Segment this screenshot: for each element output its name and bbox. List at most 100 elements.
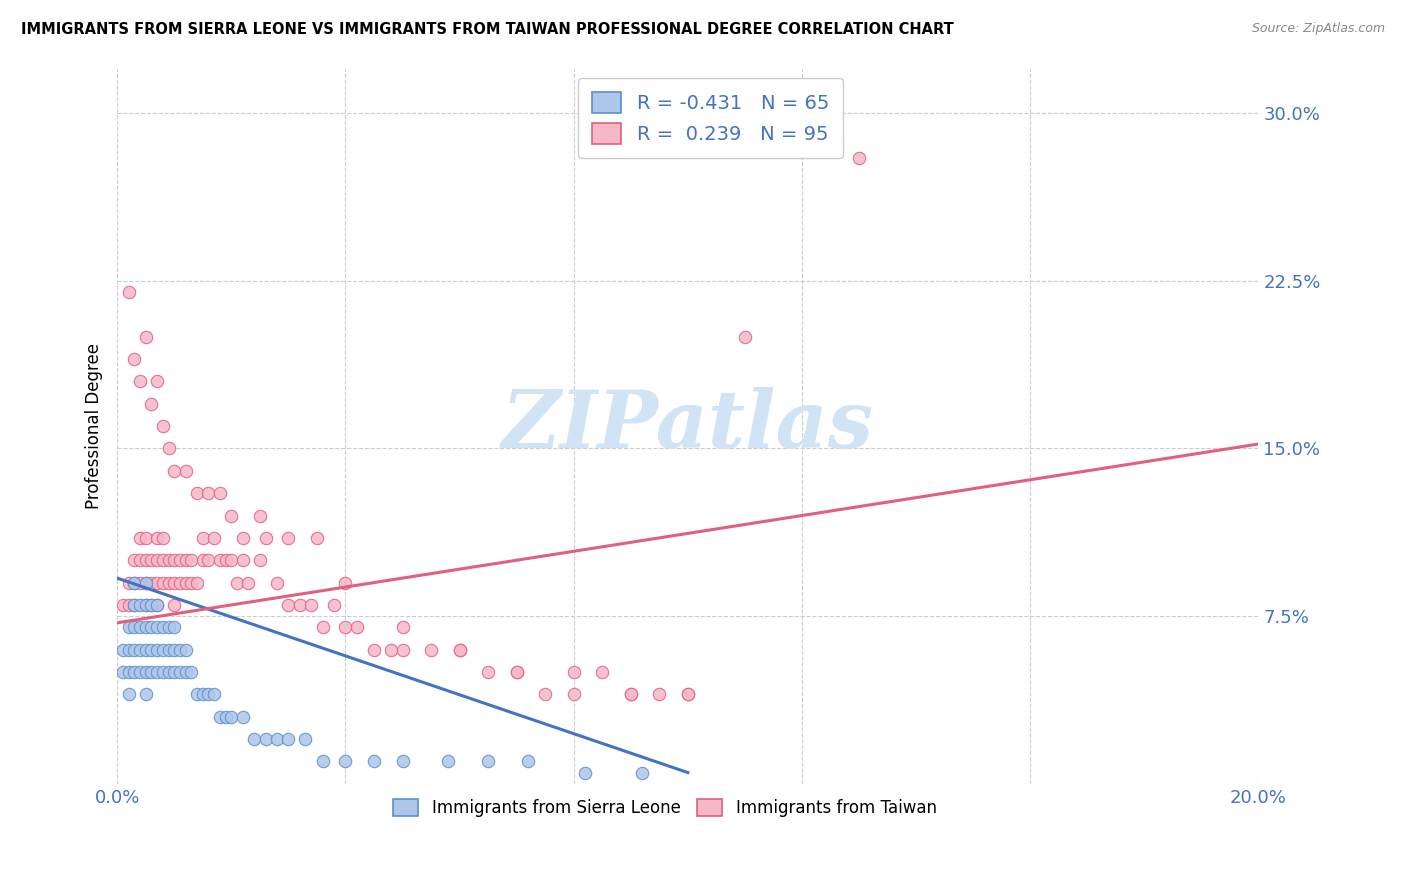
Point [141,575,163,590]
Point [129,575,152,590]
Point [477,665,499,679]
Point [124,352,146,367]
Point [391,755,413,769]
Point [152,575,174,590]
Point [129,375,152,389]
Point [505,665,527,679]
Point [141,553,163,567]
Point [391,620,413,634]
Point [117,687,139,701]
Point [117,620,139,634]
Point [124,598,146,612]
Point [186,687,208,701]
Point [129,642,152,657]
Point [135,598,157,612]
Point [124,575,146,590]
Point [111,598,134,612]
Point [294,732,316,747]
Point [174,575,197,590]
Point [135,553,157,567]
Point [152,531,174,545]
Legend: Immigrants from Sierra Leone, Immigrants from Taiwan: Immigrants from Sierra Leone, Immigrants… [385,790,945,825]
Point [208,486,231,500]
Point [243,732,266,747]
Point [135,598,157,612]
Point [197,553,219,567]
Point [335,755,357,769]
Point [221,553,243,567]
Point [163,665,186,679]
Point [363,642,385,657]
Point [391,642,413,657]
Point [141,642,163,657]
Point [146,665,169,679]
Point [311,755,333,769]
Point [202,687,225,701]
Point [174,642,197,657]
Point [152,642,174,657]
Point [335,575,357,590]
Point [477,755,499,769]
Point [129,620,152,634]
Point [449,642,471,657]
Point [111,642,134,657]
Point [157,642,180,657]
Point [591,665,613,679]
Point [169,642,191,657]
Point [323,598,346,612]
Point [363,755,385,769]
Point [135,665,157,679]
Point [676,687,699,701]
Point [214,553,236,567]
Point [299,598,322,612]
Point [180,553,202,567]
Point [152,553,174,567]
Point [117,665,139,679]
Point [117,285,139,299]
Point [311,620,333,634]
Point [163,620,186,634]
Point [249,553,271,567]
Point [152,620,174,634]
Point [620,687,643,701]
Point [174,464,197,478]
Point [734,329,756,343]
Point [505,665,527,679]
Point [517,755,540,769]
Point [305,531,328,545]
Point [146,598,169,612]
Point [146,531,169,545]
Point [174,665,197,679]
Point [135,575,157,590]
Point [208,553,231,567]
Point [117,642,139,657]
Point [117,598,139,612]
Point [676,687,699,701]
Point [157,442,180,456]
Point [226,575,249,590]
Point [288,598,311,612]
Point [238,575,260,590]
Point [157,620,180,634]
Point [157,575,180,590]
Point [208,709,231,723]
Point [141,397,163,411]
Point [169,665,191,679]
Point [380,642,402,657]
Point [191,553,214,567]
Point [141,598,163,612]
Point [124,598,146,612]
Point [574,765,596,780]
Point [135,329,157,343]
Point [266,732,288,747]
Point [186,486,208,500]
Point [202,531,225,545]
Point [141,598,163,612]
Point [335,620,357,634]
Point [124,665,146,679]
Point [124,553,146,567]
Point [146,375,169,389]
Point [135,620,157,634]
Point [254,531,277,545]
Point [631,765,654,780]
